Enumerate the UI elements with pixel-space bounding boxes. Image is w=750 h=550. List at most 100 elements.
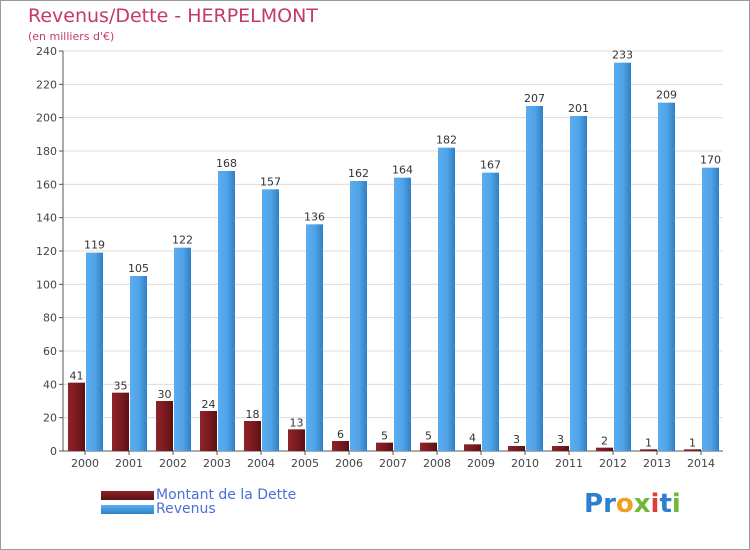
x-tick-label: 2010 [511, 457, 539, 470]
data-label-revenus-2003: 168 [216, 157, 237, 170]
y-tick-label: 220 [36, 78, 57, 91]
data-label-revenus-2007: 164 [392, 164, 413, 177]
data-label-revenus-2001: 105 [128, 262, 149, 275]
y-tick-label: 240 [36, 45, 57, 58]
data-label-dette-2008: 5 [425, 430, 432, 443]
x-tick-label: 2006 [335, 457, 363, 470]
logo-letter: P [584, 489, 604, 519]
y-tick-label: 100 [36, 278, 57, 291]
bar-revenus-2014 [702, 167, 719, 451]
data-label-revenus-2014: 170 [700, 154, 721, 167]
data-label-dette-2002: 30 [158, 388, 172, 401]
y-tick-label: 0 [50, 445, 57, 458]
bar-dette-2007 [376, 442, 393, 451]
data-label-revenus-2002: 122 [172, 234, 193, 247]
bar-revenus-2008 [438, 147, 455, 451]
labels-layer: 4111935105301222416818157131366162516451… [70, 49, 722, 450]
data-label-revenus-2011: 201 [568, 102, 589, 115]
bar-revenus-2006 [350, 181, 367, 451]
y-tick-label: 40 [43, 378, 57, 391]
logo-letter: o [615, 489, 634, 519]
data-label-dette-2003: 24 [202, 398, 216, 411]
data-label-revenus-2006: 162 [348, 167, 369, 180]
chart-subtitle: (en milliers d'€) [28, 30, 115, 43]
x-tick-label: 2008 [423, 457, 451, 470]
data-label-dette-2014: 1 [689, 436, 696, 449]
y-tick-label: 120 [36, 245, 57, 258]
y-tick-label: 80 [43, 312, 57, 325]
data-label-revenus-2010: 207 [524, 92, 545, 105]
data-label-revenus-2013: 209 [656, 89, 677, 102]
bar-dette-2014 [684, 449, 701, 451]
bar-revenus-2000 [86, 252, 103, 451]
bar-dette-2008 [420, 442, 437, 451]
data-label-revenus-2009: 167 [480, 159, 501, 172]
bar-dette-2000 [68, 382, 85, 451]
bar-dette-2011 [552, 446, 569, 451]
data-label-dette-2009: 4 [469, 431, 476, 444]
y-tick-label: 140 [36, 212, 57, 225]
bar-revenus-2010 [526, 106, 543, 451]
bar-revenus-2012 [614, 62, 631, 452]
logo-letter: i [650, 489, 660, 519]
data-label-revenus-2005: 136 [304, 210, 325, 223]
data-label-dette-2007: 5 [381, 430, 388, 443]
logo-letter: r [603, 489, 616, 519]
x-tick-label: 2011 [555, 457, 583, 470]
bar-dette-2013 [640, 449, 657, 451]
x-tick-label: 2014 [687, 457, 715, 470]
bar-revenus-2003 [218, 171, 235, 451]
bar-revenus-2002 [174, 247, 191, 451]
data-label-dette-2006: 6 [337, 428, 344, 441]
data-label-dette-2005: 13 [290, 416, 304, 429]
grid-layer [63, 50, 723, 419]
bar-revenus-2007 [394, 177, 411, 451]
chart-title: Revenus/Dette - HERPELMONT [28, 5, 318, 27]
logo-letter: x [633, 489, 651, 519]
bar-revenus-2011 [570, 116, 587, 451]
y-tick-label: 200 [36, 112, 57, 125]
bar-dette-2004 [244, 421, 261, 451]
bar-dette-2001 [112, 392, 129, 451]
bar-revenus-2013 [658, 102, 675, 452]
bar-dette-2010 [508, 446, 525, 451]
data-label-dette-2000: 41 [70, 370, 84, 383]
y-tick-label: 180 [36, 145, 57, 158]
x-tick-label: 2003 [203, 457, 231, 470]
x-tick-label: 2001 [115, 457, 143, 470]
data-label-revenus-2000: 119 [84, 239, 105, 252]
data-label-dette-2012: 2 [601, 435, 608, 448]
bar-revenus-2005 [306, 224, 323, 451]
data-label-revenus-2004: 157 [260, 175, 281, 188]
bars-layer [68, 62, 719, 452]
bar-revenus-2001 [130, 276, 147, 451]
data-label-dette-2011: 3 [557, 433, 564, 446]
x-tick-label: 2007 [379, 457, 407, 470]
x-tick-label: 2012 [599, 457, 627, 470]
data-label-dette-2010: 3 [513, 433, 520, 446]
logo-letter: t [659, 489, 672, 519]
bar-dette-2009 [464, 444, 481, 451]
data-label-dette-2004: 18 [246, 408, 260, 421]
proxiti-logo: Proxiti [584, 489, 681, 519]
legend-label-dette: Montant de la Dette [156, 487, 297, 503]
x-tick-label: 2005 [291, 457, 319, 470]
bar-revenus-2004 [262, 189, 279, 452]
x-tick-label: 2009 [467, 457, 495, 470]
x-tick-label: 2002 [159, 457, 187, 470]
bar-dette-2003 [200, 411, 217, 451]
data-label-dette-2001: 35 [114, 380, 128, 393]
logo-letter: i [671, 489, 681, 519]
x-tick-label: 2000 [71, 457, 99, 470]
bar-revenus-2009 [482, 172, 499, 451]
data-label-dette-2013: 1 [645, 436, 652, 449]
legend-label-revenus: Revenus [156, 501, 216, 517]
y-tick-label: 20 [43, 412, 57, 425]
bar-dette-2005 [288, 429, 305, 451]
data-label-revenus-2008: 182 [436, 134, 457, 147]
x-tick-label: 2013 [643, 457, 671, 470]
x-tick-label: 2004 [247, 457, 275, 470]
bar-dette-2012 [596, 447, 613, 451]
